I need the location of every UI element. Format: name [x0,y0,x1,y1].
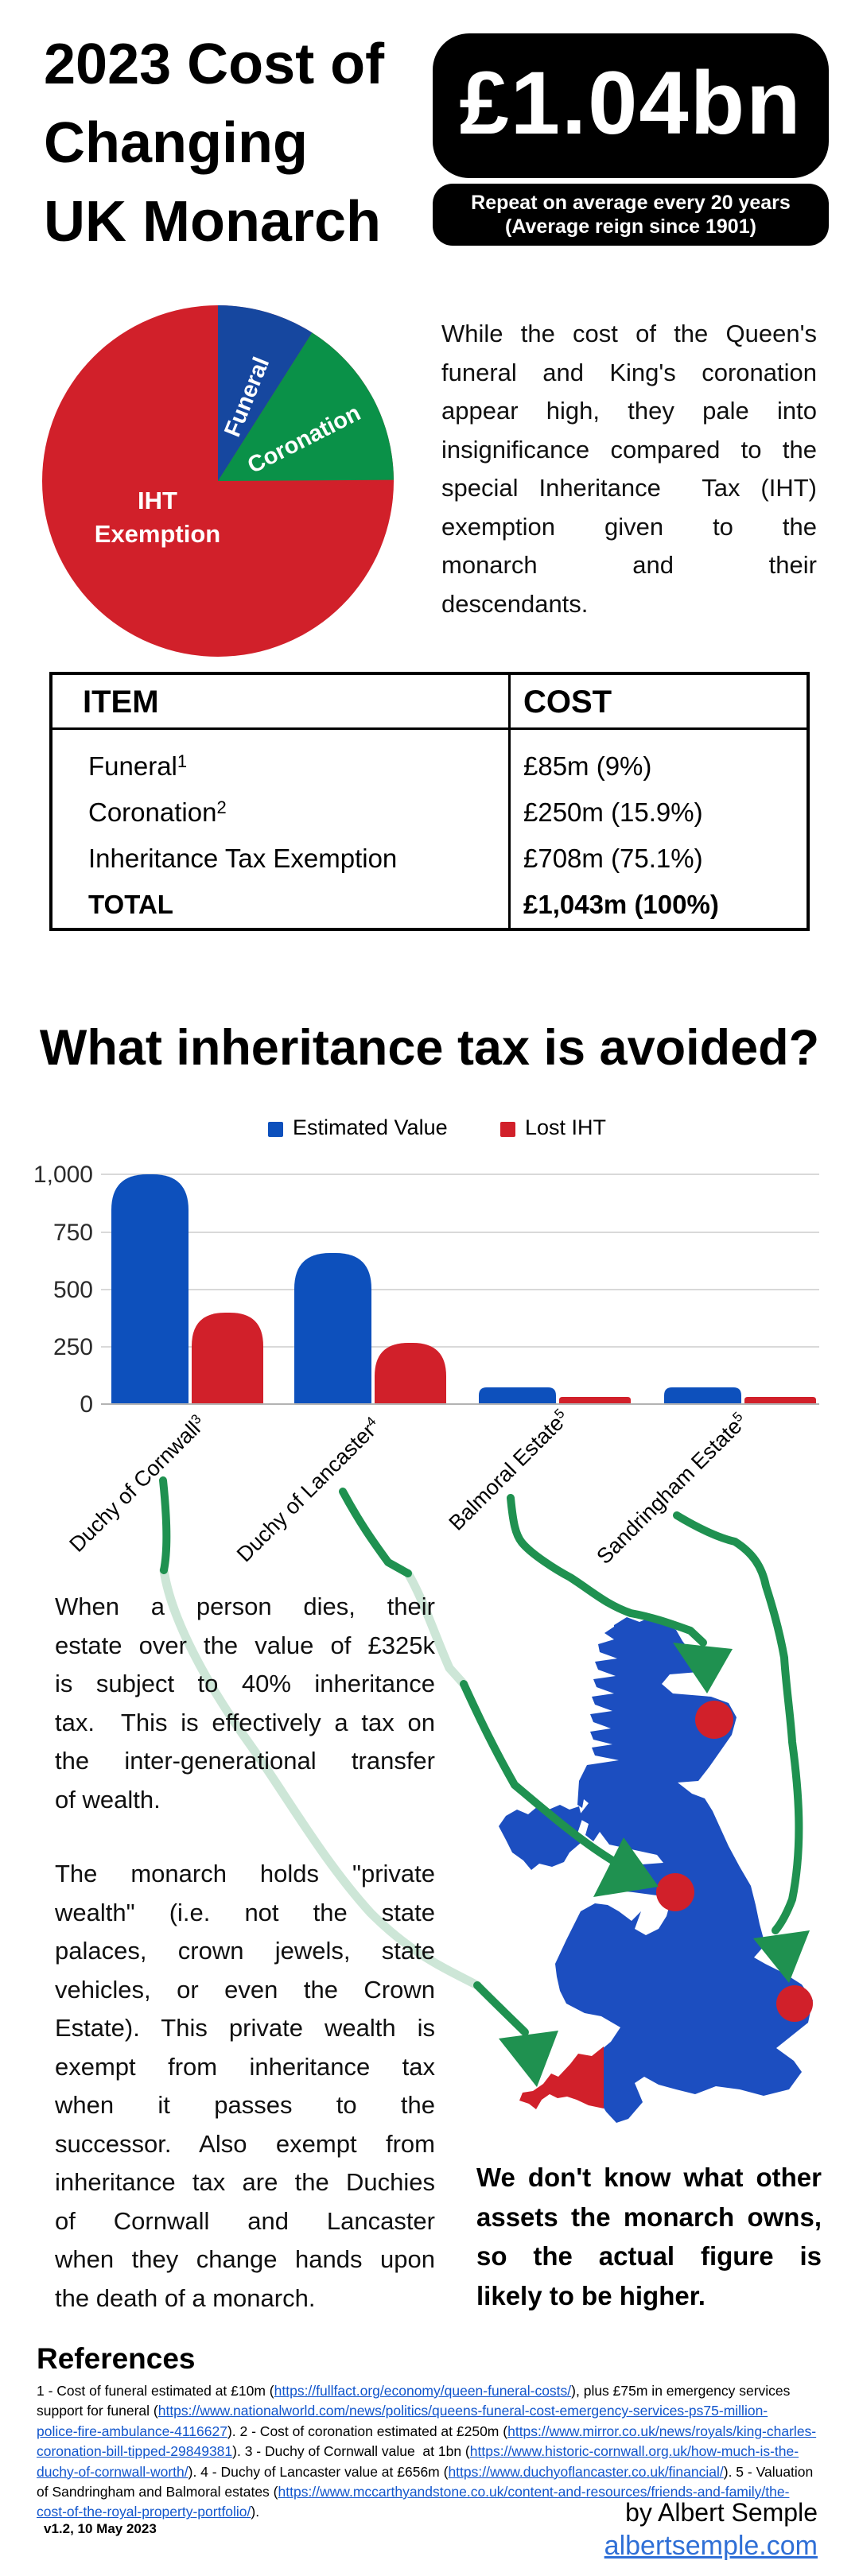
svg-text:Exemption: Exemption [95,520,220,548]
svg-text:250: 250 [53,1334,93,1360]
svg-text:500: 500 [53,1277,93,1303]
svg-text:1,000: 1,000 [33,1162,93,1188]
svg-text:Lost IHT: Lost IHT [525,1115,606,1139]
svg-text:750: 750 [53,1220,93,1246]
svg-text:IHT: IHT [138,487,177,514]
svg-text:0: 0 [80,1391,93,1418]
svg-text:Estimated Value: Estimated Value [293,1115,448,1139]
